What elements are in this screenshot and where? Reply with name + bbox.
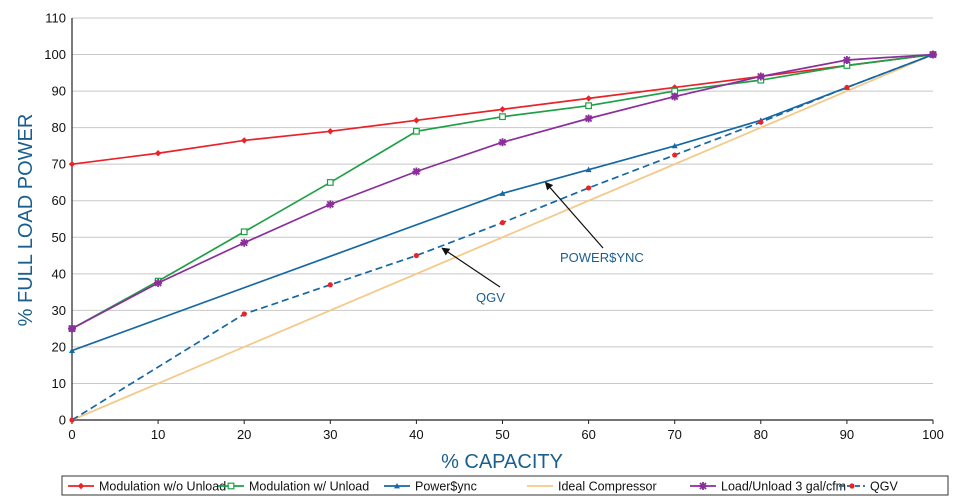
data-point (499, 220, 506, 226)
legend-entry: QGV (839, 479, 898, 493)
series-4 (68, 50, 937, 333)
data-point (412, 167, 421, 176)
data-point (68, 324, 76, 333)
annotation-arrow (544, 181, 604, 249)
data-point (498, 138, 507, 147)
y-tick-label: 100 (44, 47, 66, 62)
grid-lines (72, 17, 933, 421)
series-line (71, 53, 934, 352)
x-tick-label: 100 (922, 427, 944, 442)
y-tick-label: 110 (45, 11, 66, 26)
y-tick-label: 50 (52, 230, 66, 245)
y-axis-label: % FULL LOAD POWER (15, 114, 37, 327)
y-tick-label: 20 (52, 339, 66, 354)
series-line (71, 53, 934, 421)
x-tick-label: 20 (237, 427, 251, 442)
series-5 (69, 51, 936, 423)
legend-marker (227, 482, 235, 490)
series-line (71, 53, 934, 421)
y-tick-label: 80 (52, 120, 66, 135)
legend-label: Power$ync (415, 479, 477, 493)
data-point (672, 152, 678, 158)
data-point (844, 84, 850, 91)
legend-label: Load/Unload 3 gal/cfm (721, 479, 846, 493)
data-point (758, 119, 764, 125)
y-tick-label: 70 (52, 157, 66, 172)
x-tick-label: 40 (409, 427, 423, 442)
x-tick-label: 30 (323, 427, 337, 442)
data-point (240, 228, 248, 236)
legend-marker (394, 483, 400, 489)
data-point (842, 56, 851, 65)
data-point (241, 311, 247, 317)
data-point (756, 72, 765, 81)
x-tick-label: 80 (754, 427, 768, 442)
legend-entry: Load/Unload 3 gal/cfm (690, 479, 846, 493)
data-point (68, 160, 76, 168)
data-point (671, 84, 678, 91)
data-point (240, 238, 249, 247)
legend-marker (77, 482, 85, 490)
data-point (413, 117, 420, 124)
data-point (69, 347, 75, 353)
annotation-arrow (441, 247, 501, 288)
data-point (585, 166, 592, 173)
legend-entry: Modulation w/ Unload (218, 479, 369, 493)
legend-label: Modulation w/ Unload (249, 479, 369, 493)
data-point (586, 185, 592, 191)
x-tick-label: 70 (667, 427, 681, 442)
annotation-label: POWER$YNC (560, 250, 644, 265)
data-point (413, 252, 419, 259)
x-tick-label: 60 (581, 427, 595, 442)
data-point (327, 128, 334, 135)
y-tick-label: 40 (52, 266, 66, 281)
legend-entry: Modulation w/o Unload (68, 479, 226, 493)
x-axis-label: % CAPACITY (441, 451, 563, 473)
series-3 (71, 53, 934, 421)
y-tick-label: 0 (59, 413, 66, 428)
x-tick-label: 50 (495, 427, 509, 442)
data-point (69, 417, 75, 423)
data-point (413, 127, 420, 135)
y-tick-label: 90 (52, 84, 66, 99)
legend-marker (699, 482, 707, 490)
data-point (154, 150, 162, 157)
series-group (68, 50, 937, 423)
data-point (585, 95, 592, 102)
y-tick-label: 30 (52, 303, 66, 318)
data-point (585, 102, 592, 110)
data-point (584, 114, 593, 123)
x-tick-label: 90 (840, 427, 854, 442)
y-tick-label: 60 (52, 193, 66, 208)
data-point (241, 137, 248, 144)
legend-entry: Ideal Compressor (527, 479, 657, 493)
legend-box (61, 475, 949, 496)
annotation-label: QGV (476, 290, 505, 305)
data-point (326, 179, 334, 186)
y-tick-label: 10 (52, 376, 66, 391)
data-point (154, 278, 163, 287)
y-tick-labels: 0 10 20 30 40 50 60 70 80 90 100 110 (44, 11, 66, 428)
annotations: POWER$YNC QGV (441, 181, 644, 305)
legend-label: QGV (870, 479, 898, 493)
data-point (499, 106, 506, 113)
legend: Modulation w/o Unload Modulation w/ Unloa… (61, 475, 949, 496)
axes (71, 18, 933, 421)
legend-label: Modulation w/o Unload (99, 479, 226, 493)
data-point (326, 200, 335, 209)
x-tick-labels: 0 10 20 30 40 50 60 70 80 90 100 (68, 420, 944, 442)
data-point (499, 190, 506, 196)
data-point (671, 142, 678, 149)
data-point (670, 92, 679, 101)
x-tick-label: 0 (68, 427, 75, 442)
data-point (499, 113, 506, 121)
x-tick-label: 10 (151, 427, 165, 442)
legend-marker (849, 483, 855, 489)
data-point (929, 50, 937, 59)
series-2 (69, 51, 936, 353)
legend-label: Ideal Compressor (558, 479, 657, 493)
data-point (327, 282, 333, 288)
legend-entry: Power$ync (384, 479, 477, 493)
